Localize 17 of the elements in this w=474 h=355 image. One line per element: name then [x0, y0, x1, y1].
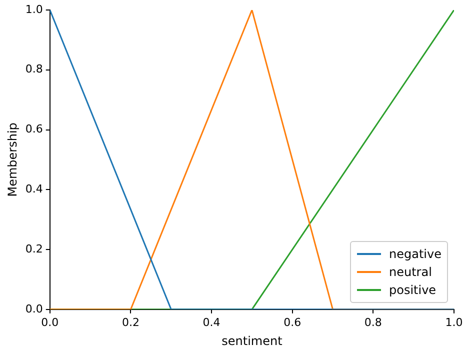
x-tick-label: 0.6 [284, 316, 302, 329]
x-tick-label: 0.2 [122, 316, 140, 329]
y-axis-title: Membership [5, 122, 20, 197]
legend-label: neutral [389, 264, 432, 282]
y-tick-label: 0.6 [25, 122, 43, 136]
y-tick-label: 1.0 [25, 2, 43, 16]
x-axis-title: sentiment [222, 334, 283, 348]
y-tick-label: 0.4 [25, 182, 43, 196]
x-tick-label: 1.0 [445, 316, 463, 329]
y-tick-label: 0.0 [25, 302, 43, 316]
x-tick-label: 0.8 [364, 316, 382, 329]
legend-label: negative [389, 246, 442, 264]
legend-label: positive [389, 282, 436, 300]
y-tick-label: 0.2 [25, 242, 43, 256]
y-tick-label: 0.8 [25, 62, 43, 76]
x-tick-label: 0.0 [41, 316, 59, 329]
x-tick-label: 0.4 [202, 316, 220, 329]
